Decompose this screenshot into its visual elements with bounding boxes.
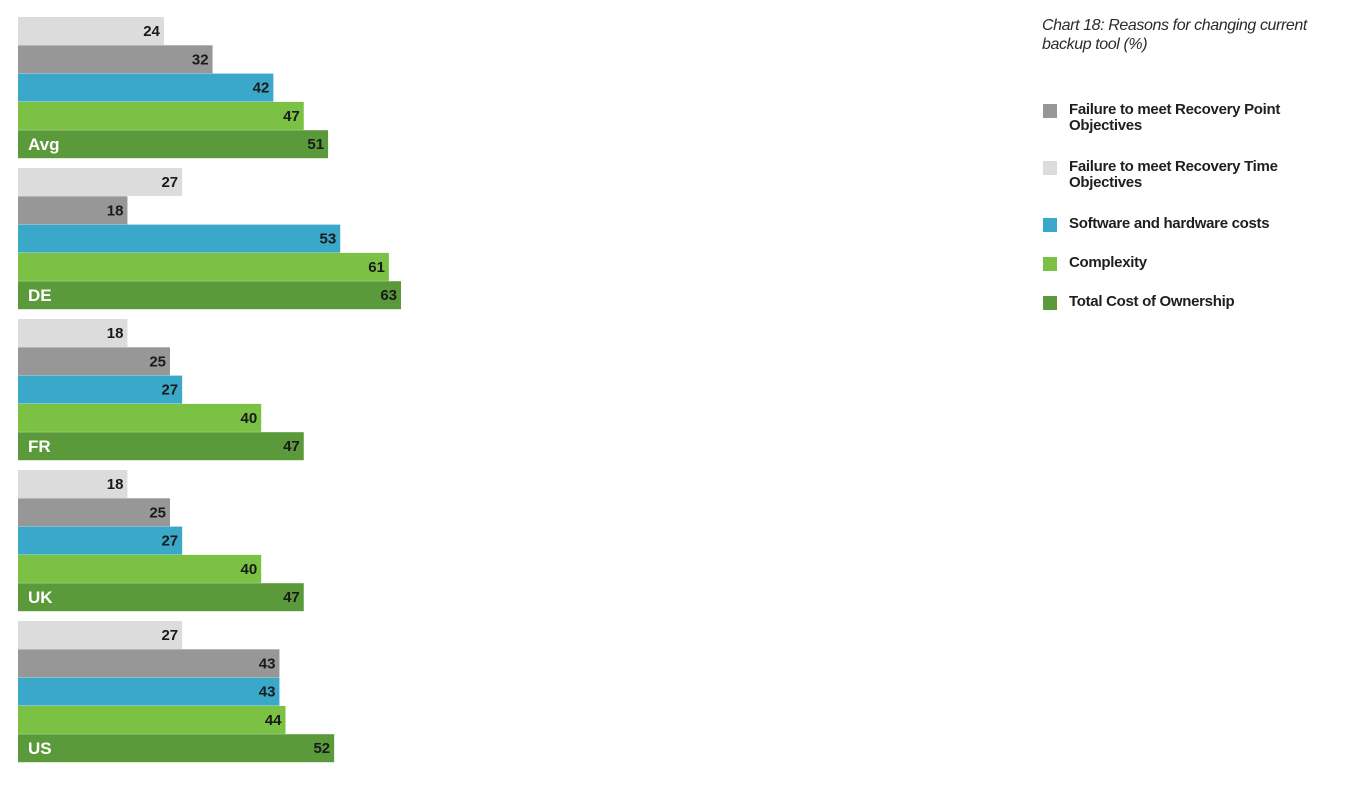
- bar-fr-4: [18, 403, 262, 432]
- data-label: 42: [253, 80, 270, 97]
- bar-uk-3: [18, 526, 183, 555]
- bar-us-1: [18, 621, 183, 649]
- legend-label: Failure to meet Recovery Point Objective…: [1069, 101, 1281, 134]
- data-label: 53: [320, 231, 337, 248]
- category-label: UK: [28, 588, 53, 607]
- data-label: 61: [368, 259, 385, 276]
- data-label: 25: [149, 504, 166, 521]
- bar-us-3: [18, 677, 280, 706]
- data-label: 43: [259, 684, 276, 701]
- bar-avg-2: [18, 45, 213, 74]
- data-label: 25: [149, 353, 166, 370]
- legend-label: Complexity: [1069, 254, 1147, 271]
- legend-item: Failure to meet Recovery Time Objectives: [1043, 159, 1343, 216]
- legend-swatch: [1043, 257, 1057, 271]
- chart-legend: Failure to meet Recovery Point Objective…: [1043, 102, 1343, 333]
- data-label: 27: [161, 382, 178, 399]
- data-label: 47: [283, 108, 300, 125]
- bar-uk-2: [18, 498, 170, 527]
- legend-item: Software and hardware costs: [1043, 216, 1343, 255]
- data-label: 51: [307, 136, 324, 153]
- bar-group-uk: 18 25 27 40 47 UK: [18, 470, 304, 612]
- bar-avg-5: [18, 130, 329, 159]
- chart-title: Chart 18: Reasons for changing current b…: [1042, 17, 1307, 53]
- bar-group-avg: 24 32 42 47 51 Avg: [18, 17, 329, 159]
- category-label: FR: [28, 437, 51, 456]
- legend-item: Complexity: [1043, 255, 1343, 294]
- data-label: 43: [259, 655, 276, 672]
- bar-de-1: [18, 168, 183, 196]
- data-label: 47: [283, 589, 300, 606]
- data-label: 40: [241, 561, 258, 578]
- data-label: 27: [161, 174, 178, 191]
- bar-fr-2: [18, 347, 170, 376]
- bar-de-5: [18, 281, 402, 310]
- data-label: 18: [107, 325, 124, 342]
- category-label: DE: [28, 286, 52, 305]
- legend-swatch: [1043, 161, 1057, 175]
- bar-uk-4: [18, 554, 262, 583]
- legend-label: Total Cost of Ownership: [1069, 293, 1235, 310]
- data-label: 18: [107, 476, 124, 493]
- bar-de-4: [18, 252, 389, 281]
- legend-swatch: [1043, 218, 1057, 232]
- data-label: 32: [192, 51, 209, 68]
- bar-group-us: 27 43 43 44 52 US: [18, 621, 335, 763]
- bar-fr-1: [18, 319, 128, 347]
- data-label: 52: [313, 740, 330, 757]
- bar-de-2: [18, 196, 128, 225]
- data-label: 63: [380, 287, 397, 304]
- bar-fr-3: [18, 375, 183, 404]
- data-label: 24: [143, 23, 160, 40]
- bar-uk-1: [18, 470, 128, 498]
- legend-swatch: [1043, 104, 1057, 118]
- legend-item: Total Cost of Ownership: [1043, 294, 1343, 333]
- category-label: US: [28, 739, 52, 758]
- data-label: 27: [161, 627, 178, 644]
- bar-us-5: [18, 734, 335, 763]
- bar-us-4: [18, 705, 286, 734]
- bar-de-3: [18, 224, 341, 253]
- bar-us-2: [18, 649, 280, 678]
- legend-label: Software and hardware costs: [1069, 215, 1270, 232]
- bar-avg-3: [18, 73, 274, 102]
- data-label: 27: [161, 533, 178, 550]
- legend-label: Failure to meet Recovery Time Objectives: [1069, 158, 1278, 191]
- bar-group-de: 27 18 53 61 63 DE: [18, 168, 402, 310]
- legend-swatch: [1043, 296, 1057, 310]
- bar-avg-4: [18, 101, 304, 130]
- bar-group-fr: 18 25 27 40 47 FR: [18, 319, 304, 461]
- bar-uk-5: [18, 583, 304, 612]
- data-label: 18: [107, 202, 124, 219]
- bar-fr-5: [18, 432, 304, 461]
- data-label: 40: [241, 410, 258, 427]
- category-label: Avg: [28, 135, 60, 154]
- data-label: 47: [283, 438, 300, 455]
- bar-avg-1: [18, 17, 164, 45]
- data-label: 44: [265, 712, 282, 729]
- legend-item: Failure to meet Recovery Point Objective…: [1043, 102, 1343, 159]
